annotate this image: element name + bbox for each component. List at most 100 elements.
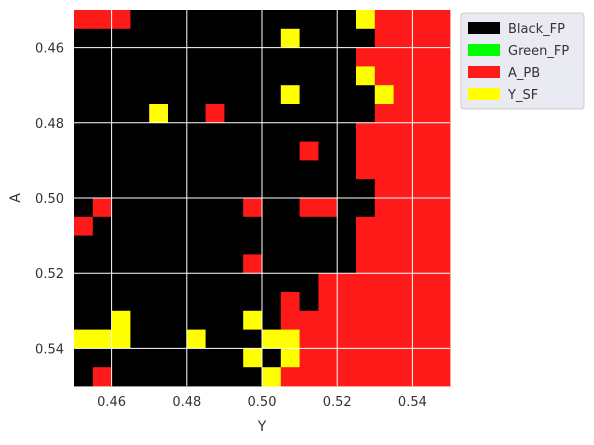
heatmap-cell-0-16	[374, 10, 394, 30]
heatmap-cell-17-18	[412, 329, 432, 349]
heatmap-cell-17-0	[74, 329, 94, 349]
heatmap-cell-8-1	[92, 160, 112, 180]
heatmap-cell-1-8	[224, 28, 244, 48]
heatmap-cell-6-16	[374, 122, 394, 142]
heatmap-cell-4-17	[393, 85, 413, 105]
heatmap-cell-10-2	[111, 198, 131, 218]
heatmap-cell-17-13	[318, 329, 338, 349]
heatmap-cell-17-15	[356, 329, 376, 349]
heatmap-cell-4-7	[205, 85, 225, 105]
heatmap-cell-18-7	[205, 348, 225, 368]
heatmap-cell-4-9	[243, 85, 263, 105]
heatmap-cell-15-6	[186, 292, 206, 312]
heatmap-cell-3-2	[111, 66, 131, 86]
heatmap-cell-8-7	[205, 160, 225, 180]
heatmap-cell-16-1	[92, 310, 112, 330]
heatmap-cell-13-8	[224, 254, 244, 274]
heatmap-cell-2-14	[337, 47, 357, 67]
heatmap-cell-3-4	[149, 66, 169, 86]
heatmap-cell-1-2	[111, 28, 131, 48]
heatmap-cell-16-13	[318, 310, 338, 330]
heatmap-cell-11-9	[243, 216, 263, 236]
heatmap-cell-6-4	[149, 122, 169, 142]
heatmap-cell-3-14	[337, 66, 357, 86]
heatmap-cell-2-12	[299, 47, 319, 67]
heatmap-cell-9-3	[130, 179, 150, 199]
heatmap-cell-9-6	[186, 179, 206, 199]
heatmap-cell-1-7	[205, 28, 225, 48]
heatmap-cell-14-8	[224, 273, 244, 293]
heatmap-cell-12-5	[168, 235, 188, 255]
heatmap-cell-12-13	[318, 235, 338, 255]
x-tick-label-4: 0.54	[398, 395, 427, 410]
heatmap-cell-5-18	[412, 104, 432, 124]
heatmap-cell-7-9	[243, 141, 263, 161]
heatmap-cell-6-13	[318, 122, 338, 142]
heatmap-cell-6-11	[280, 122, 300, 142]
heatmap-cell-1-5	[168, 28, 188, 48]
heatmap-cell-1-18	[412, 28, 432, 48]
heatmap-cell-15-15	[356, 292, 376, 312]
heatmap-cell-9-8	[224, 179, 244, 199]
y-tick-label-4: 0.54	[35, 342, 64, 357]
heatmap-cell-2-5	[168, 47, 188, 67]
heatmap-cell-3-9	[243, 66, 263, 86]
heatmap-cell-15-16	[374, 292, 394, 312]
heatmap-cell-7-6	[186, 141, 206, 161]
heatmap-cell-4-12	[299, 85, 319, 105]
heatmap-cell-18-4	[149, 348, 169, 368]
heatmap-cell-5-12	[299, 104, 319, 124]
heatmap-cell-11-13	[318, 216, 338, 236]
heatmap-cell-0-15	[356, 10, 376, 30]
heatmap-cell-4-13	[318, 85, 338, 105]
heatmap-cell-12-10	[262, 235, 282, 255]
legend-label-2: A_PB	[508, 66, 540, 81]
heatmap-cell-2-4	[149, 47, 169, 67]
heatmap-cell-5-8	[224, 104, 244, 124]
heatmap-cell-0-4	[149, 10, 169, 30]
heatmap-cell-12-15	[356, 235, 376, 255]
heatmap-cell-9-17	[393, 179, 413, 199]
heatmap-cell-0-6	[186, 10, 206, 30]
heatmap-cell-5-9	[243, 104, 263, 124]
heatmap-cell-12-17	[393, 235, 413, 255]
heatmap-cell-0-12	[299, 10, 319, 30]
heatmap-cell-19-12	[299, 367, 319, 387]
heatmap-cell-2-13	[318, 47, 338, 67]
heatmap-cell-19-0	[74, 367, 94, 387]
heatmap-cell-8-2	[111, 160, 131, 180]
heatmap-cell-12-8	[224, 235, 244, 255]
heatmap-cell-7-19	[431, 141, 451, 161]
heatmap-cell-11-8	[224, 216, 244, 236]
heatmap-cell-15-2	[111, 292, 131, 312]
heatmap-cell-7-16	[374, 141, 394, 161]
heatmap-cell-13-6	[186, 254, 206, 274]
heatmap-cell-8-12	[299, 160, 319, 180]
heatmap-cell-0-9	[243, 10, 263, 30]
heatmap-cell-8-19	[431, 160, 451, 180]
heatmap-cell-4-4	[149, 85, 169, 105]
heatmap-cell-18-14	[337, 348, 357, 368]
heatmap-cell-7-18	[412, 141, 432, 161]
heatmap-cell-2-3	[130, 47, 150, 67]
heatmap-cell-18-3	[130, 348, 150, 368]
heatmap-cell-4-2	[111, 85, 131, 105]
legend-frame	[460, 12, 585, 110]
heatmap-cell-2-16	[374, 47, 394, 67]
heatmap-cell-2-19	[431, 47, 451, 67]
heatmap-cell-11-7	[205, 216, 225, 236]
heatmap-cell-15-0	[74, 292, 94, 312]
heatmap-cell-11-11	[280, 216, 300, 236]
heatmap-cell-5-11	[280, 104, 300, 124]
heatmap-cell-2-9	[243, 47, 263, 67]
y-tick-label-1: 0.48	[35, 117, 64, 132]
heatmap-cell-2-7	[205, 47, 225, 67]
heatmap-cell-15-19	[431, 292, 451, 312]
x-axis-ticks: 0.46 0.48 0.50 0.52 0.54	[97, 395, 427, 410]
heatmap-cell-11-2	[111, 216, 131, 236]
heatmap-cell-12-1	[92, 235, 112, 255]
heatmap-cell-9-15	[356, 179, 376, 199]
heatmap-cell-16-8	[224, 310, 244, 330]
heatmap-cell-12-11	[280, 235, 300, 255]
heatmap-cell-4-3	[130, 85, 150, 105]
